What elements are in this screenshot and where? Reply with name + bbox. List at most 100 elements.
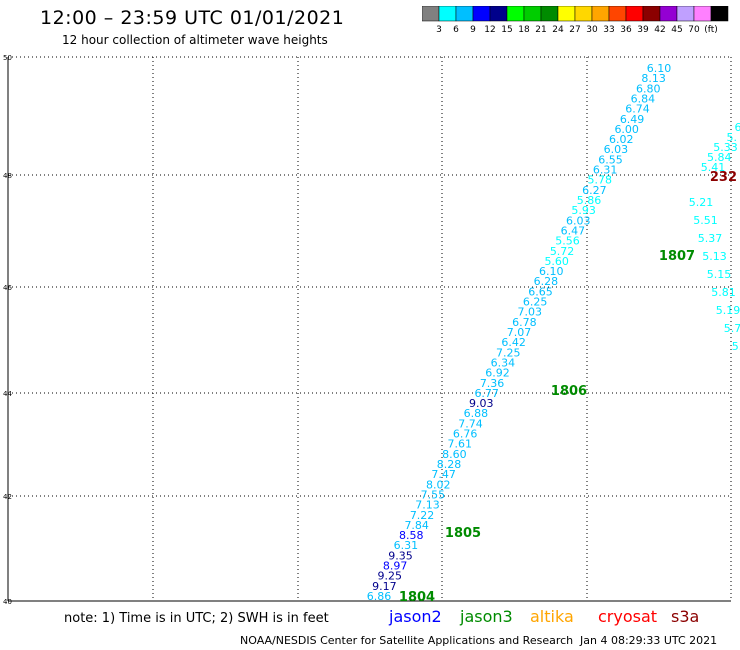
colorbar-label: (ft) bbox=[704, 25, 718, 35]
wave-height-value: 5.15 bbox=[707, 268, 732, 281]
pass-time-label: 1806 bbox=[551, 384, 587, 399]
wave-height-value: 5.13 bbox=[702, 250, 727, 263]
colorbar-label: 45 bbox=[671, 25, 682, 35]
wave-height-value: 6 bbox=[735, 121, 740, 134]
page-title: 12:00 – 23:59 UTC 01/01/2021 bbox=[40, 7, 345, 29]
latitude-tick-label: 42 bbox=[3, 493, 12, 501]
latitude-tick-label: 46 bbox=[3, 284, 12, 292]
colorbar-label: 9 bbox=[470, 25, 476, 35]
wave-height-value: 6.02 bbox=[609, 133, 634, 146]
wave-height-value: 6.74 bbox=[625, 103, 650, 116]
footer-credit: NOAA/NESDIS Center for Satellite Applica… bbox=[240, 634, 574, 647]
wave-height-value: 6.03 bbox=[566, 214, 591, 227]
wave-height-value: 6.86 bbox=[367, 590, 392, 603]
footer-timestamp: Jan 4 08:29:33 UTC 2021 bbox=[580, 634, 718, 647]
wave-height-value: 5. bbox=[732, 340, 740, 353]
satellite-legend-cryosat: cryosat bbox=[598, 607, 658, 626]
colorbar-label: 15 bbox=[501, 25, 512, 35]
map-axes: -45 -42 -39 -36 -33 -30 40 42 44 46 48 50 bbox=[1, 54, 737, 605]
wave-height-value: 6.77 bbox=[474, 387, 499, 400]
cryosat-wave-height: 232 bbox=[710, 170, 737, 185]
latitude-tick-label: 40 bbox=[3, 598, 12, 605]
note-text: note: 1) Time is in UTC; 2) SWH is in fe… bbox=[64, 611, 329, 626]
wave-height-value: 6.78 bbox=[512, 316, 537, 329]
colorbar-label: 21 bbox=[535, 25, 546, 35]
wave-height-value: 5.7 bbox=[724, 322, 740, 335]
colorbar-label: 3 bbox=[436, 25, 442, 35]
wave-height-value: 7.22 bbox=[410, 509, 435, 522]
wave-height-value: 7.55 bbox=[421, 488, 446, 501]
wave-height-value: 6.03 bbox=[604, 143, 629, 156]
colorbar-label: 70 bbox=[688, 25, 700, 35]
wave-height-value: 5.93 bbox=[571, 204, 596, 217]
wave-height-value: 5.78 bbox=[588, 174, 613, 187]
colorbar-label: 33 bbox=[603, 25, 614, 35]
wave-height-value: 6.88 bbox=[464, 407, 489, 420]
wave-height-value: 6.80 bbox=[636, 82, 661, 95]
latitude-tick-label: 50 bbox=[3, 54, 12, 62]
colorbar-label: 24 bbox=[552, 25, 564, 35]
wave-height-value: 9.03 bbox=[469, 397, 494, 410]
wave-height-value: 5.37 bbox=[698, 232, 723, 245]
wave-height-value: 5.41 bbox=[701, 161, 726, 174]
longitude-tick-label: -36 bbox=[435, 604, 448, 605]
wave-height-value: 7.36 bbox=[480, 377, 505, 390]
wave-height-value: 6.47 bbox=[561, 224, 586, 237]
colorbar-label: 18 bbox=[518, 25, 530, 35]
wave-height-value: 8.60 bbox=[442, 448, 467, 461]
wave-height-map[interactable]: -45-42-39-36-33-30404244464850 6.869.179… bbox=[0, 0, 740, 605]
longitude-tick-label: -33 bbox=[580, 604, 593, 605]
wave-height-value: 6.00 bbox=[614, 123, 639, 136]
wave-height-value: 8.28 bbox=[437, 458, 462, 471]
wave-height-value: 6.34 bbox=[491, 356, 516, 369]
wave-height-value: 6.55 bbox=[598, 153, 623, 166]
wave-height-value: 7.07 bbox=[507, 326, 532, 339]
latitude-tick-label: 44 bbox=[3, 390, 12, 398]
colorbar-swatch bbox=[710, 6, 729, 22]
wave-height-value: 5.56 bbox=[555, 235, 580, 248]
wave-height-value: 5.19 bbox=[716, 304, 740, 317]
longitude-tick-label: -39 bbox=[291, 604, 304, 605]
wave-height-value: 9.25 bbox=[378, 570, 403, 583]
longitude-tick-label: -45 bbox=[1, 604, 14, 605]
wave-height-value: 6.31 bbox=[593, 164, 618, 177]
wave-height-value: 6.42 bbox=[501, 336, 526, 349]
latitude-tick-label: 48 bbox=[3, 172, 12, 180]
wave-height-value: 7.13 bbox=[415, 499, 440, 512]
wave-height-value: 5.81 bbox=[711, 286, 736, 299]
wave-height-value: 7.03 bbox=[518, 306, 543, 319]
page-subtitle: 12 hour collection of altimeter wave hei… bbox=[62, 33, 328, 47]
longitude-tick-label: -30 bbox=[724, 604, 737, 605]
wave-height-value: 6.10 bbox=[647, 62, 672, 75]
wave-height-value: 6.49 bbox=[620, 113, 645, 126]
satellite-legend-s3a: s3a bbox=[671, 607, 700, 626]
wave-height-value: 8.13 bbox=[641, 72, 666, 85]
wave-height-value: 5.21 bbox=[689, 196, 714, 209]
satellite-legend-jason2: jason2 bbox=[389, 607, 442, 626]
altimeter-tracks: 6.869.179.258.979.356.318.587.847.227.13… bbox=[367, 62, 740, 605]
wave-height-value: 5.60 bbox=[544, 255, 569, 268]
wave-height-value: 8.58 bbox=[399, 529, 424, 542]
pass-time-label: 1805 bbox=[445, 526, 481, 541]
wave-height-value: 7.61 bbox=[448, 438, 473, 451]
pass-time-label: 1807 bbox=[659, 249, 695, 264]
wave-height-value: 6.65 bbox=[528, 285, 553, 298]
colorbar-label: 42 bbox=[654, 25, 665, 35]
wave-height-colorbar: 3 6 9 12 15 18 21 24 27 30 33 36 39 42 45 70 (ft) bbox=[422, 6, 729, 35]
wave-height-value: 9.35 bbox=[388, 549, 413, 562]
colorbar-label: 39 bbox=[637, 25, 649, 35]
map-grid bbox=[7, 56, 732, 602]
wave-height-value: 8.97 bbox=[383, 560, 408, 573]
wave-height-value: 6.84 bbox=[631, 92, 656, 105]
wave-height-value: 6.25 bbox=[523, 296, 548, 309]
wave-height-value: 5.72 bbox=[550, 245, 575, 258]
wave-height-value: 6.92 bbox=[485, 367, 510, 380]
wave-height-value: 5.33 bbox=[713, 141, 738, 154]
colorbar-label: 27 bbox=[569, 25, 580, 35]
longitude-tick-label: -42 bbox=[146, 604, 159, 605]
wave-height-value: 8.02 bbox=[426, 478, 451, 491]
wave-height-value: 7.84 bbox=[404, 519, 429, 532]
wave-height-value: 7.74 bbox=[458, 417, 483, 430]
wave-height-value: 5.86 bbox=[577, 194, 602, 207]
satellite-legend-jason3: jason3 bbox=[460, 607, 513, 626]
